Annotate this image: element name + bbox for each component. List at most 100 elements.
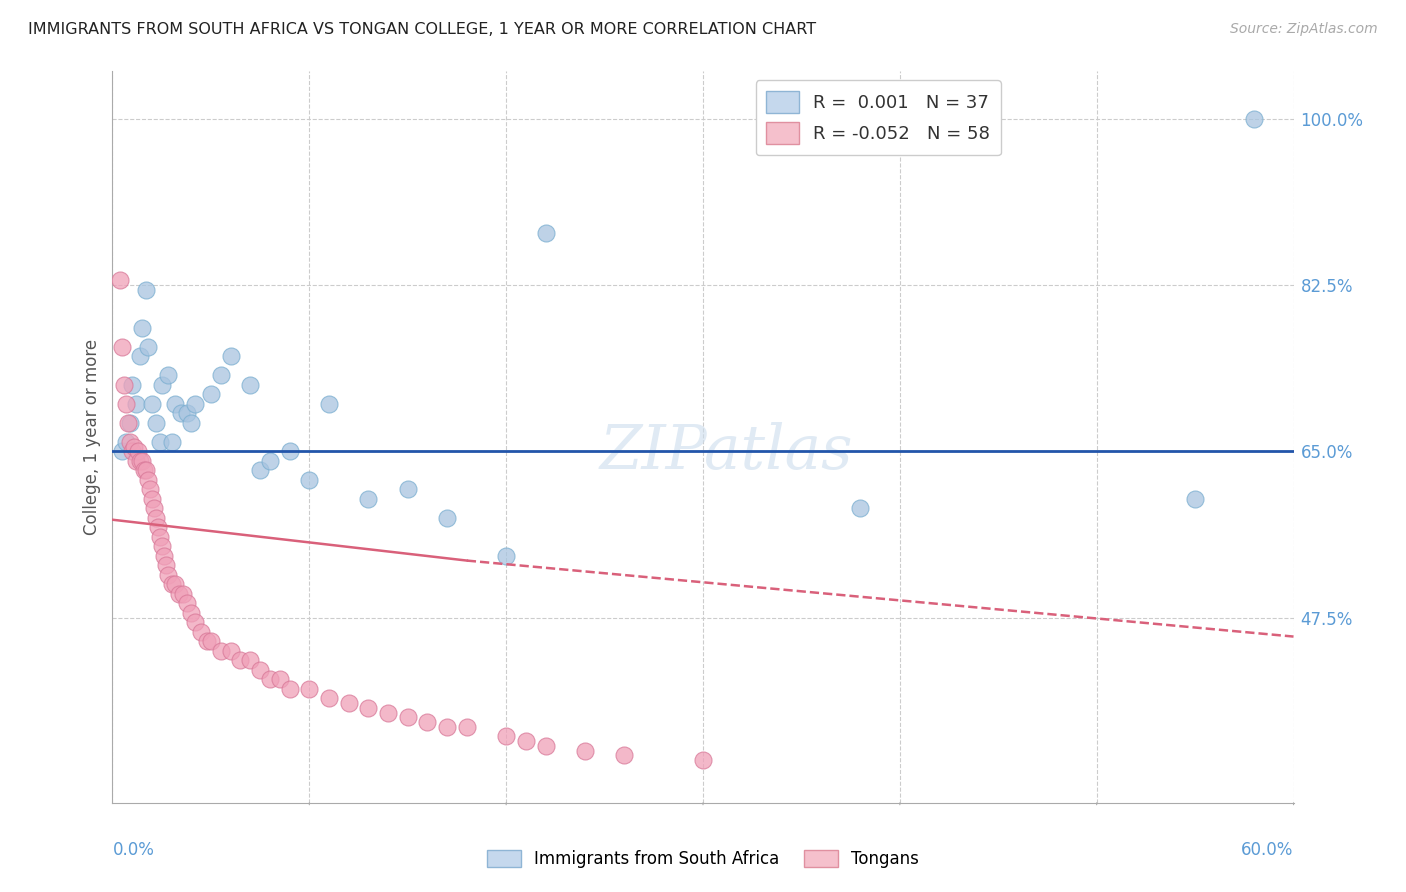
Point <box>184 615 207 630</box>
Point <box>436 511 458 525</box>
Point <box>357 491 380 506</box>
Point <box>195 634 218 648</box>
Point <box>169 587 191 601</box>
Point <box>849 501 872 516</box>
Point <box>141 397 163 411</box>
Point <box>278 444 301 458</box>
Point <box>495 729 517 743</box>
Point <box>249 663 271 677</box>
Point <box>249 463 271 477</box>
Point <box>131 321 153 335</box>
Point <box>145 511 167 525</box>
Point <box>259 454 281 468</box>
Point <box>190 624 212 639</box>
Point <box>495 549 517 563</box>
Point <box>135 283 157 297</box>
Point <box>613 748 636 763</box>
Point <box>120 434 142 449</box>
Point <box>125 454 148 468</box>
Point <box>259 673 281 687</box>
Point <box>396 710 419 724</box>
Point <box>125 397 148 411</box>
Point <box>165 577 187 591</box>
Point <box>121 444 143 458</box>
Point <box>150 539 173 553</box>
Point <box>155 558 177 573</box>
Point <box>141 491 163 506</box>
Point <box>152 549 174 563</box>
Point <box>115 434 138 449</box>
Point <box>122 440 145 454</box>
Text: 0.0%: 0.0% <box>112 841 155 859</box>
Point <box>110 273 132 287</box>
Point <box>156 368 179 383</box>
Point <box>396 483 419 497</box>
Legend: R =  0.001   N = 37, R = -0.052   N = 58: R = 0.001 N = 37, R = -0.052 N = 58 <box>755 80 1001 155</box>
Point <box>136 473 159 487</box>
Point <box>184 397 207 411</box>
Point <box>337 696 360 710</box>
Point <box>139 483 162 497</box>
Point <box>112 377 135 392</box>
Text: ZIPatlas: ZIPatlas <box>600 422 853 482</box>
Point <box>160 577 183 591</box>
Point <box>534 226 557 240</box>
Point <box>200 387 222 401</box>
Point <box>156 567 179 582</box>
Point <box>298 473 321 487</box>
Point <box>456 720 478 734</box>
Point <box>269 673 291 687</box>
Point <box>278 681 301 696</box>
Point <box>357 701 380 715</box>
Point <box>209 368 232 383</box>
Point <box>149 530 172 544</box>
Point <box>200 634 222 648</box>
Point <box>180 606 202 620</box>
Point <box>318 397 340 411</box>
Text: IMMIGRANTS FROM SOUTH AFRICA VS TONGAN COLLEGE, 1 YEAR OR MORE CORRELATION CHART: IMMIGRANTS FROM SOUTH AFRICA VS TONGAN C… <box>28 22 817 37</box>
Point <box>160 434 183 449</box>
Point <box>229 653 252 667</box>
Point <box>172 587 194 601</box>
Point <box>692 753 714 767</box>
Point <box>170 406 193 420</box>
Point <box>129 454 152 468</box>
Point <box>219 349 242 363</box>
Text: Source: ZipAtlas.com: Source: ZipAtlas.com <box>1230 22 1378 37</box>
Y-axis label: College, 1 year or more: College, 1 year or more <box>83 339 101 535</box>
Point <box>574 743 596 757</box>
Point <box>515 734 537 748</box>
Point <box>117 416 139 430</box>
Text: 60.0%: 60.0% <box>1241 841 1294 859</box>
Point <box>318 691 340 706</box>
Point <box>219 644 242 658</box>
Point <box>146 520 169 534</box>
Point <box>239 653 262 667</box>
Point <box>239 377 262 392</box>
Point <box>115 397 138 411</box>
Point <box>165 397 187 411</box>
Point <box>132 463 155 477</box>
Point <box>129 349 152 363</box>
Point <box>1184 491 1206 506</box>
Point <box>176 406 198 420</box>
Point <box>121 377 143 392</box>
Point <box>1243 112 1265 126</box>
Point <box>131 454 153 468</box>
Point <box>377 706 399 720</box>
Point <box>149 434 172 449</box>
Point <box>135 463 157 477</box>
Legend: Immigrants from South Africa, Tongans: Immigrants from South Africa, Tongans <box>481 843 925 875</box>
Point <box>534 739 557 753</box>
Point <box>180 416 202 430</box>
Point <box>111 444 134 458</box>
Point <box>436 720 458 734</box>
Point <box>111 340 134 354</box>
Point <box>142 501 165 516</box>
Point <box>127 444 149 458</box>
Point <box>145 416 167 430</box>
Point <box>176 596 198 610</box>
Point <box>120 416 142 430</box>
Point <box>416 714 439 729</box>
Point <box>298 681 321 696</box>
